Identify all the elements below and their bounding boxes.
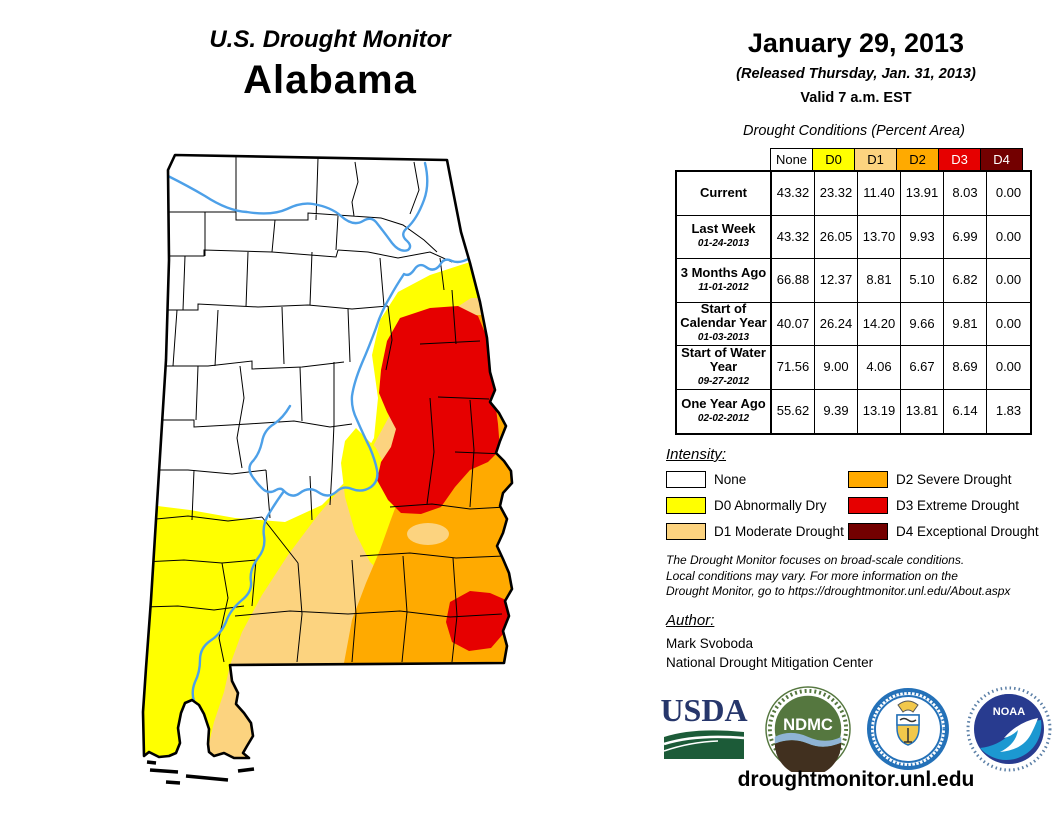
legend-swatch-d1 bbox=[666, 522, 706, 540]
table-value: 43.32 bbox=[772, 215, 815, 259]
row-label: Last Week 01-24-2013 bbox=[677, 215, 772, 259]
table-value: 9.00 bbox=[815, 346, 858, 390]
ndmc-logo: NDMC bbox=[764, 686, 851, 772]
table-value: 6.82 bbox=[944, 259, 987, 303]
county-lines bbox=[143, 155, 507, 663]
valid-time: Valid 7 a.m. EST bbox=[800, 90, 912, 106]
table-value: 13.70 bbox=[858, 215, 901, 259]
website-url: droughtmonitor.unl.edu bbox=[737, 768, 975, 791]
row-label: Start of Calendar Year 01-03-2013 bbox=[677, 302, 772, 346]
table-value: 66.88 bbox=[772, 259, 815, 303]
table-value: 26.24 bbox=[815, 302, 858, 346]
legend-item-d0: D0 Abnormally Dry bbox=[666, 492, 844, 518]
legend-swatch-d4 bbox=[848, 522, 888, 540]
table-value: 13.91 bbox=[901, 172, 944, 216]
report-title: U.S. Drought Monitor bbox=[209, 26, 451, 53]
legend-swatch-d2 bbox=[848, 470, 888, 488]
rivers bbox=[166, 161, 472, 703]
table-value: 55.62 bbox=[772, 389, 815, 433]
table-value: 40.07 bbox=[772, 302, 815, 346]
table-value: 6.67 bbox=[901, 346, 944, 390]
svg-text:NDMC: NDMC bbox=[783, 715, 833, 734]
noaa-logo: NOAA bbox=[966, 686, 1052, 772]
table-value: 8.81 bbox=[858, 259, 901, 303]
table-value: 26.05 bbox=[815, 215, 858, 259]
table-value: 0.00 bbox=[987, 172, 1030, 216]
table-value: 6.99 bbox=[944, 215, 987, 259]
region-d1-patch bbox=[407, 523, 449, 545]
released-date: (Released Thursday, Jan. 31, 2013) bbox=[736, 66, 976, 82]
table-value: 6.14 bbox=[944, 389, 987, 433]
drought-conditions-table: Current 43.32 23.32 11.40 13.91 8.03 0.0… bbox=[675, 170, 1032, 435]
table-value: 14.20 bbox=[858, 302, 901, 346]
legend-item-d3: D3 Extreme Drought bbox=[848, 492, 1039, 518]
table-value: 23.32 bbox=[815, 172, 858, 216]
author-name: Mark Svoboda bbox=[666, 636, 754, 651]
legend-column-left: None D0 Abnormally Dry D1 Moderate Droug… bbox=[666, 466, 844, 544]
svg-text:NOAA: NOAA bbox=[993, 706, 1025, 718]
row-label: Start of Water Year 09-27-2012 bbox=[677, 345, 772, 390]
table-value: 9.93 bbox=[901, 215, 944, 259]
column-header-d0: D0 bbox=[812, 148, 855, 171]
legend-swatch-d3 bbox=[848, 496, 888, 514]
table-value: 43.32 bbox=[772, 172, 815, 216]
table-value: 1.83 bbox=[995, 403, 1022, 419]
table-value: 9.39 bbox=[815, 389, 858, 433]
legend-swatch-none bbox=[666, 470, 706, 488]
table-header-row: None D0 D1 D2 D3 D4 bbox=[770, 148, 1023, 171]
table-value: 9.81 bbox=[944, 302, 987, 346]
table-value: 0.00 bbox=[987, 216, 1030, 259]
legend-item-none: None bbox=[666, 466, 844, 492]
author-organization: National Drought Mitigation Center bbox=[666, 655, 874, 670]
author-label: Author: bbox=[666, 612, 715, 629]
row-label: One Year Ago 02-02-2012 bbox=[677, 389, 772, 433]
column-header-d1: D1 bbox=[854, 148, 897, 171]
table-value: 8.69 bbox=[944, 346, 987, 390]
agency-logos: USDA NDMC N bbox=[660, 686, 1052, 772]
table-value: 8.03 bbox=[944, 172, 987, 216]
table-value: 0.00 bbox=[987, 259, 1030, 303]
legend-swatch-d0 bbox=[666, 496, 706, 514]
map-date: January 29, 2013 bbox=[747, 28, 965, 58]
state-name-title: Alabama bbox=[243, 58, 417, 102]
alabama-drought-map bbox=[141, 153, 514, 785]
column-header-none: None bbox=[770, 148, 813, 171]
table-value: 9.66 bbox=[901, 302, 944, 346]
table-title: Drought Conditions (Percent Area) bbox=[743, 123, 965, 139]
legend-item-d4: D4 Exceptional Drought bbox=[848, 518, 1039, 544]
table-value: 11.40 bbox=[858, 172, 901, 216]
legend-column-right: D2 Severe Drought D3 Extreme Drought D4 … bbox=[848, 466, 1039, 544]
table-value: 12.37 bbox=[815, 259, 858, 303]
region-d3-main bbox=[377, 306, 500, 514]
legend-item-d1: D1 Moderate Drought bbox=[666, 518, 844, 544]
usda-logo: USDA bbox=[660, 692, 748, 759]
table-value: 5.10 bbox=[901, 259, 944, 303]
row-label: Current bbox=[677, 172, 772, 216]
table-value: 13.19 bbox=[858, 389, 901, 433]
column-header-d2: D2 bbox=[896, 148, 939, 171]
svg-text:USDA: USDA bbox=[660, 692, 747, 728]
table-value: 71.56 bbox=[772, 346, 815, 390]
region-d3-southeast bbox=[446, 591, 508, 651]
disclaimer-text: The Drought Monitor focuses on broad-sca… bbox=[666, 553, 1011, 598]
row-label: 3 Months Ago 11-01-2012 bbox=[677, 259, 772, 303]
legend-item-d2: D2 Severe Drought bbox=[848, 466, 1039, 492]
column-header-d3: D3 bbox=[938, 148, 981, 171]
column-header-d4: D4 bbox=[980, 148, 1023, 171]
barrier-islands bbox=[146, 760, 255, 785]
state-border bbox=[141, 153, 514, 760]
table-value: 13.81 bbox=[901, 389, 944, 433]
legend-title: Intensity: bbox=[666, 446, 727, 463]
table-value: 4.06 bbox=[858, 346, 901, 390]
commerce-seal-logo bbox=[867, 688, 950, 770]
table-value: 0.00 bbox=[987, 346, 1030, 390]
table-value: 0.00 bbox=[987, 303, 1030, 346]
